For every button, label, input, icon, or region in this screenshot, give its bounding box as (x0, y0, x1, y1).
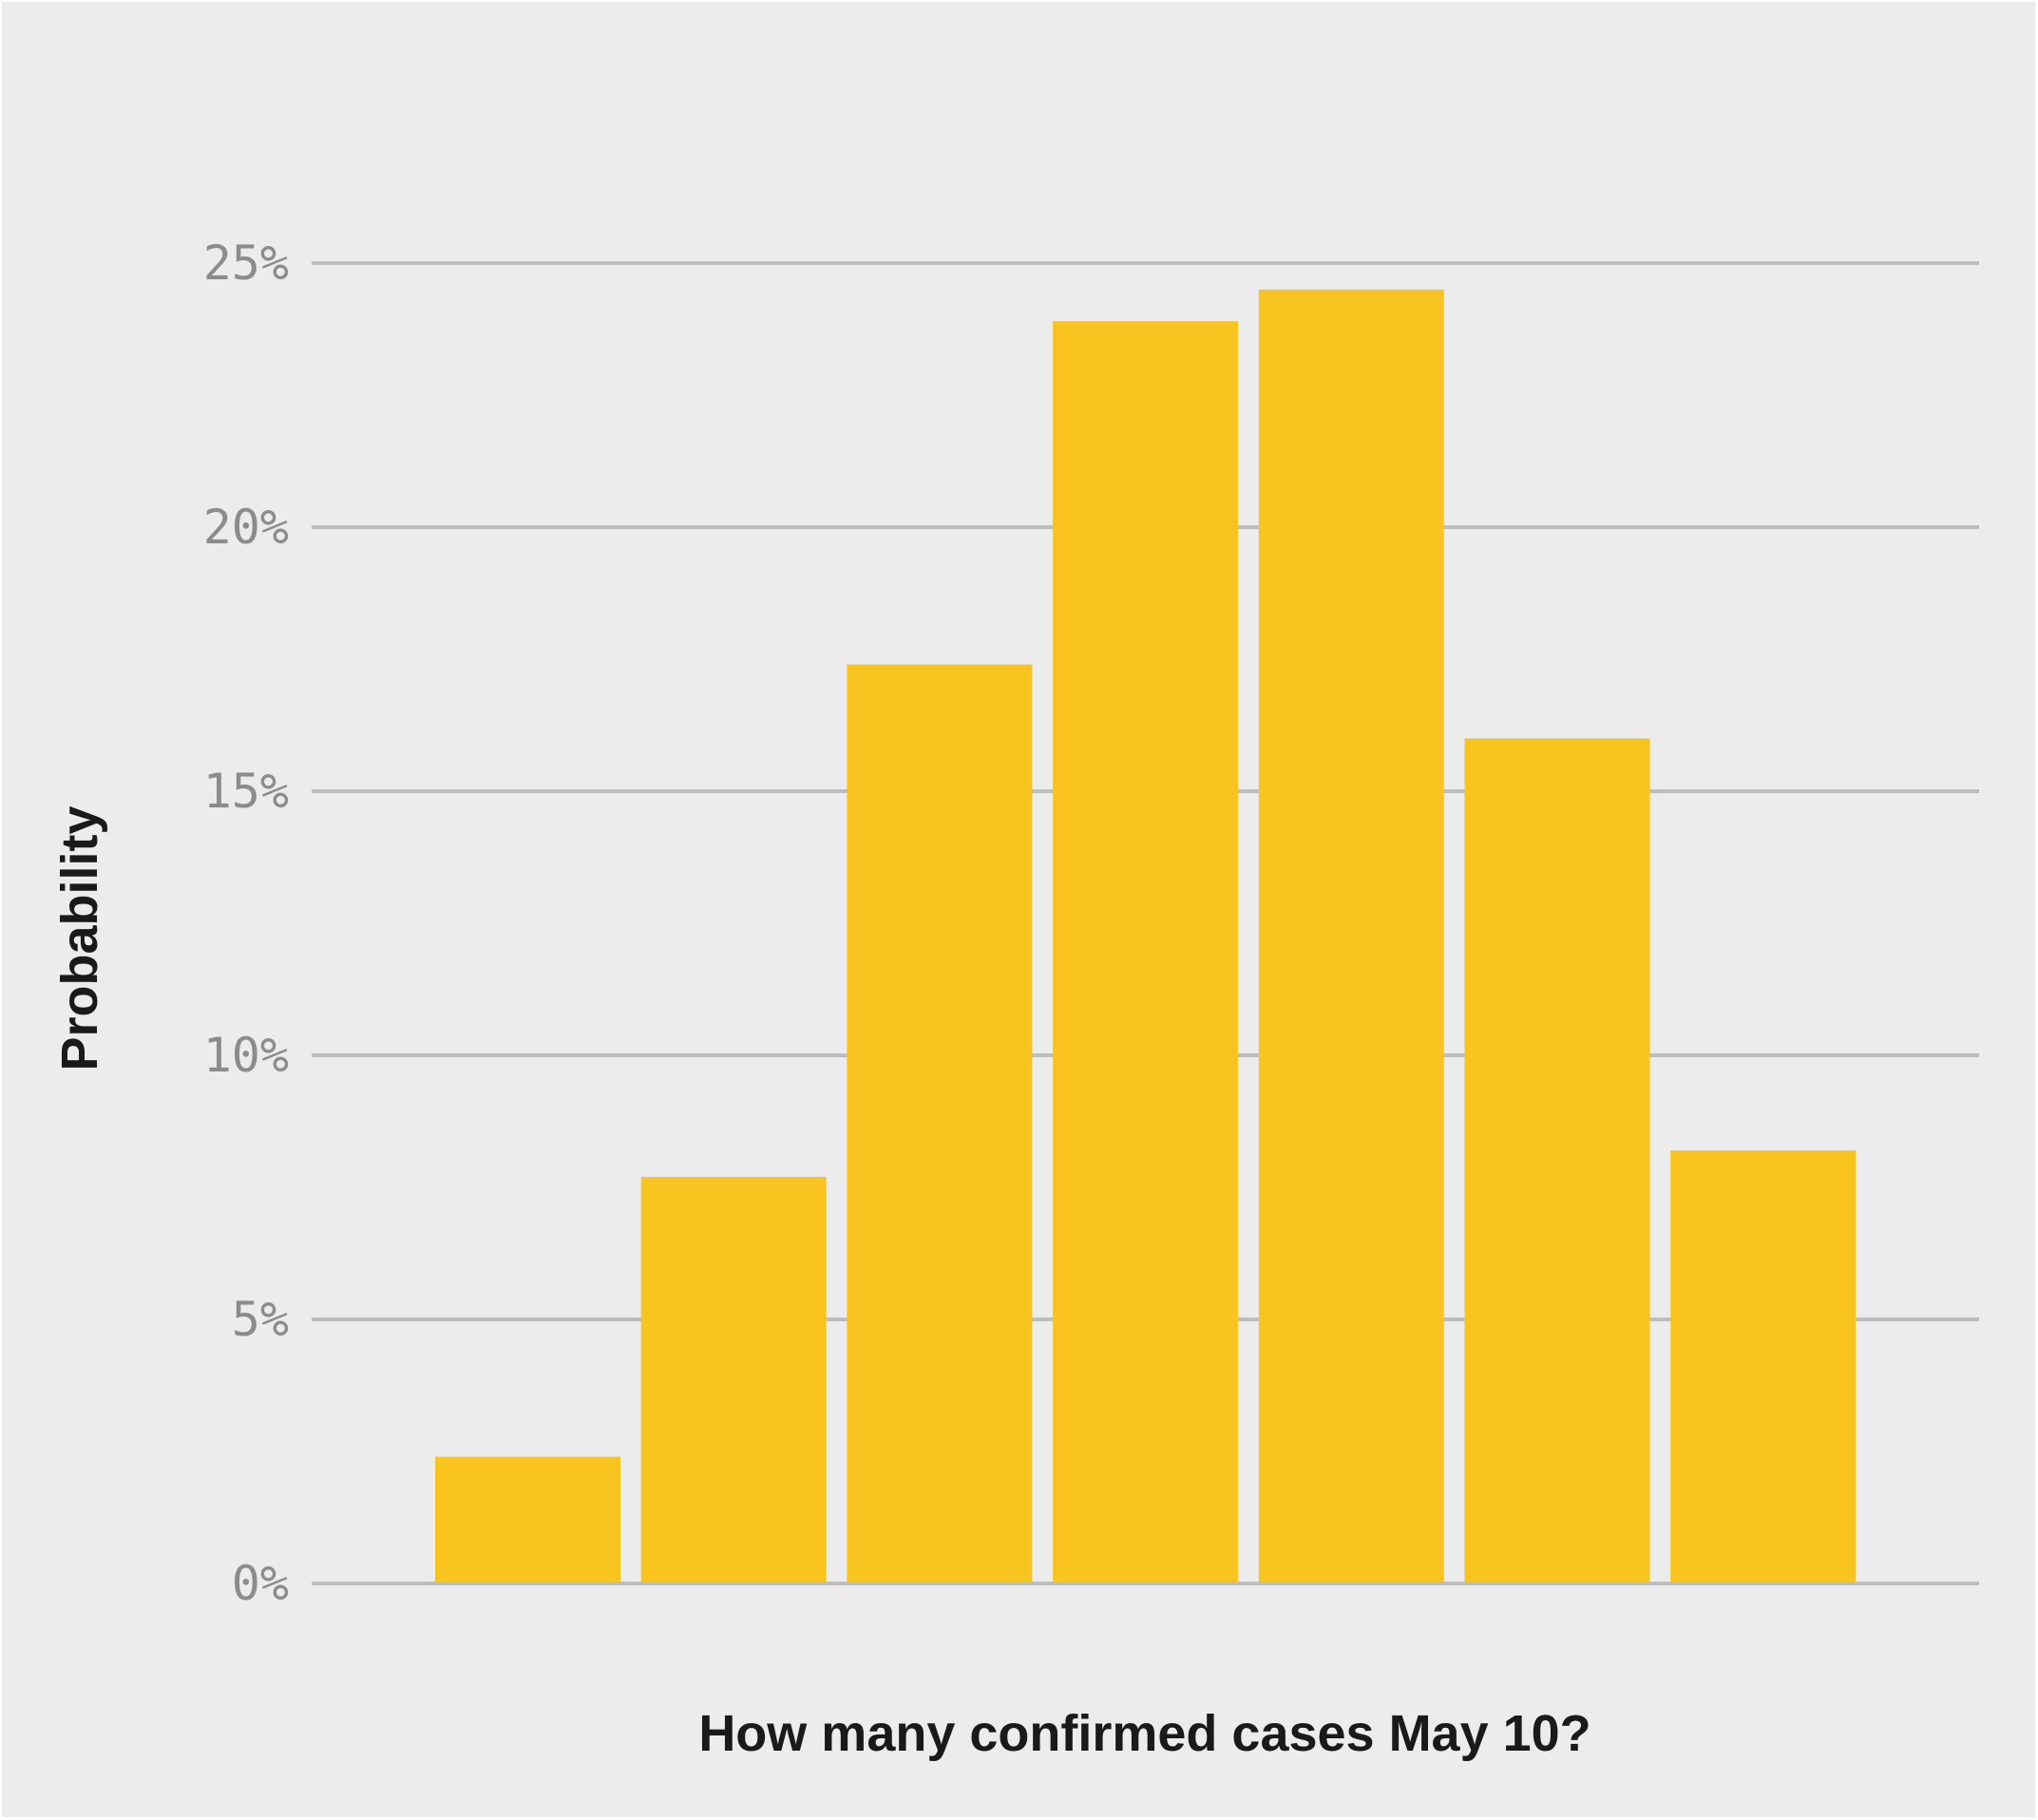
y-tick-label: 20% (203, 500, 289, 555)
y-tick-label: 15% (203, 764, 289, 819)
bars (312, 289, 1979, 1585)
x-axis-title: How many confirmed cases May 10? (698, 1705, 1590, 1762)
bar-7 (1670, 1150, 1857, 1583)
bar-4 (1053, 321, 1239, 1583)
bar-5 (1258, 289, 1444, 1583)
y-tick-label: 0% (232, 1556, 289, 1611)
bar-6 (1464, 738, 1650, 1583)
y-axis-ticks: 0% 5% 10% 15% 20% 25% (203, 236, 289, 1611)
y-tick-label: 25% (203, 236, 289, 291)
bar-3 (847, 664, 1033, 1583)
y-axis-title: Probability (51, 806, 108, 1071)
bar-1 (435, 1456, 620, 1583)
y-tick-label: 5% (232, 1292, 289, 1347)
y-tick-label: 10% (203, 1028, 289, 1083)
bar-2 (640, 1176, 827, 1583)
